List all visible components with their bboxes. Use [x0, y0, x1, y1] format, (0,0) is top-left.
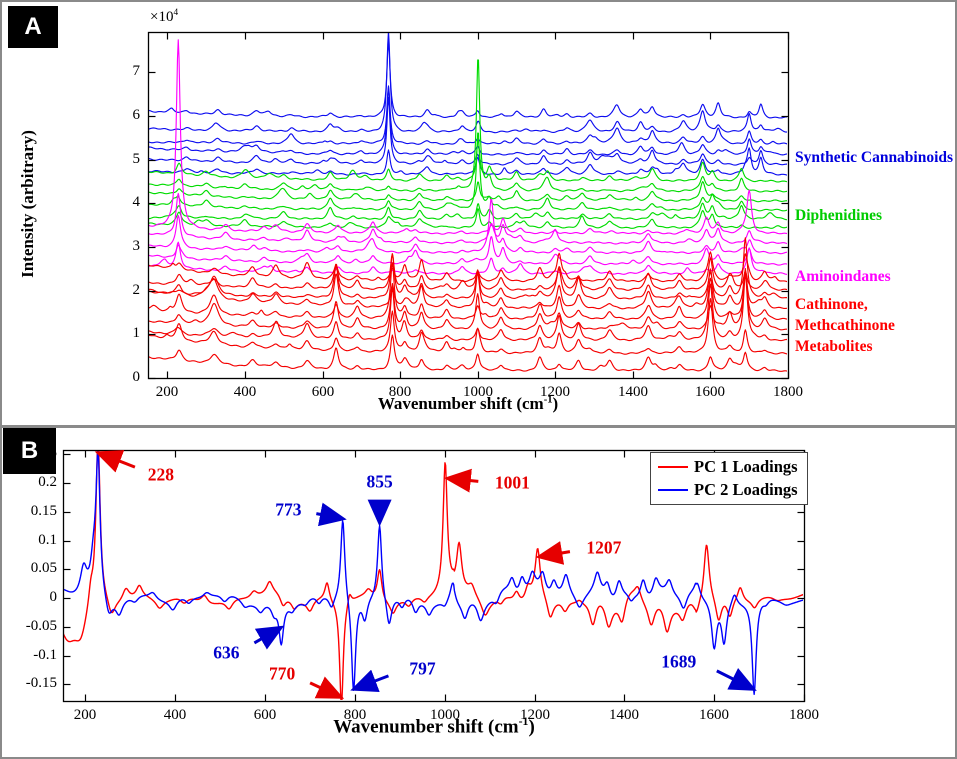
panel-b-letter: B: [20, 437, 39, 464]
panel-b-x-tick-label: 600: [253, 707, 277, 723]
panel-b-y-tick-label: 0.05: [30, 560, 57, 576]
panel-b-x-tick-label: 400: [163, 707, 187, 723]
legend-entry-pc2: PC 2 Loadings: [658, 479, 798, 501]
panel-a-y-tick-label: 7: [132, 63, 141, 79]
peak-annotation-636: 636: [213, 642, 240, 663]
panel-b-x-axis-title: Wavenumber shift (cm-1): [333, 715, 535, 738]
pc1-line-sample: [658, 466, 688, 468]
panel-b-y-tick-label: -0.1: [33, 647, 57, 663]
panel-b-y-tick-label: 0.2: [38, 474, 57, 490]
panel-a-y-tick-label: 1: [132, 325, 141, 341]
group-label-line: Aminoindanes: [795, 267, 891, 285]
peak-annotation-1207: 1207: [586, 537, 622, 558]
panel-b-x-tick-label: 1400: [609, 707, 639, 723]
panel-a-exponent-label: ×104: [150, 8, 179, 25]
panel-b-x-tick-label: 800: [343, 707, 367, 723]
peak-annotation-773: 773: [275, 499, 302, 520]
peak-annotation-1689: 1689: [661, 651, 697, 672]
panel-a-x-tick-label: 1600: [695, 384, 725, 400]
peak-annotation-855: 855: [366, 471, 393, 492]
panel-a-y-tick-label: 4: [132, 194, 141, 210]
panel-a-y-tick-label: 6: [132, 107, 141, 123]
panel-a-y-tick-label: 2: [132, 282, 141, 298]
panel-a-x-tick-label: 600: [311, 384, 335, 400]
panel-a-label-box: A: [8, 6, 58, 48]
group-label-line: Methcathinone: [795, 316, 895, 334]
panel-b-y-tick-label: 0.15: [30, 503, 57, 519]
pc2-line-sample: [658, 489, 688, 491]
legend-box: PC 1 Loadings PC 2 Loadings: [650, 452, 808, 505]
peak-annotation-770: 770: [268, 663, 296, 684]
pc1-legend-label: PC 1 Loadings: [694, 457, 798, 476]
group-label-line: Metabolites: [795, 337, 873, 355]
panel-b-x-tick-label: 1000: [430, 707, 460, 723]
panel-b-y-tick-label: -0.15: [25, 675, 57, 691]
panel-a-y-axis-title: Intensity (arbitrary): [18, 130, 37, 278]
panel-a-x-tick-label: 1000: [463, 384, 493, 400]
spectra-group-label-synthetic-cannabinoids: Synthetic Cannabinoids: [795, 147, 953, 168]
panel-b-y-tick-label: 0.1: [38, 532, 57, 548]
group-label-line: Synthetic Cannabinoids: [795, 148, 954, 166]
legend-entry-pc1: PC 1 Loadings: [658, 456, 798, 478]
panel-a-letter: A: [24, 13, 42, 40]
spectra-group-label-cathinone-methcathinone-metabolites: Cathinone, Methcathinone Metabolites: [795, 294, 895, 357]
panel-b-x-tick-label: 1200: [520, 707, 550, 723]
peak-annotation-1001: 1001: [494, 472, 530, 493]
panel-b-x-tick-label: 1800: [789, 707, 819, 723]
group-label-line: Diphenidines: [795, 206, 883, 224]
panel-divider-line: [0, 425, 957, 428]
panel-a-y-tick-label: 0: [132, 369, 141, 385]
peak-annotation-797: 797: [409, 658, 436, 679]
panel-b-y-tick-label: 0: [49, 589, 58, 605]
group-label-line: Cathinone,: [795, 295, 868, 313]
spectra-group-label-diphenidines: Diphenidines: [795, 205, 882, 226]
panel-b-x-tick-label: 200: [73, 707, 97, 723]
panel-a-y-tick-label: 5: [132, 151, 141, 167]
pc2-legend-label: PC 2 Loadings: [694, 480, 798, 499]
panel-a-x-tick-label: 200: [155, 384, 179, 400]
panel-a-x-tick-label: 1800: [773, 384, 803, 400]
panel-a-x-tick-label: 1200: [540, 384, 570, 400]
panel-b-label-box: B: [3, 428, 56, 474]
panel-b-x-tick-label: 1600: [699, 707, 729, 723]
panel-a-x-tick-label: 400: [233, 384, 257, 400]
panel-a-x-tick-label: 1400: [618, 384, 648, 400]
panel-a-x-tick-label: 800: [388, 384, 412, 400]
panel-a-y-tick-label: 3: [132, 238, 141, 254]
panel-a-x-axis-title: Wavenumber shift (cm-1): [377, 394, 559, 413]
spectra-group-label-aminoindanes: Aminoindanes: [795, 266, 891, 287]
panel-b-y-tick-label: -0.05: [25, 618, 57, 634]
peak-annotation-228: 228: [147, 464, 175, 485]
